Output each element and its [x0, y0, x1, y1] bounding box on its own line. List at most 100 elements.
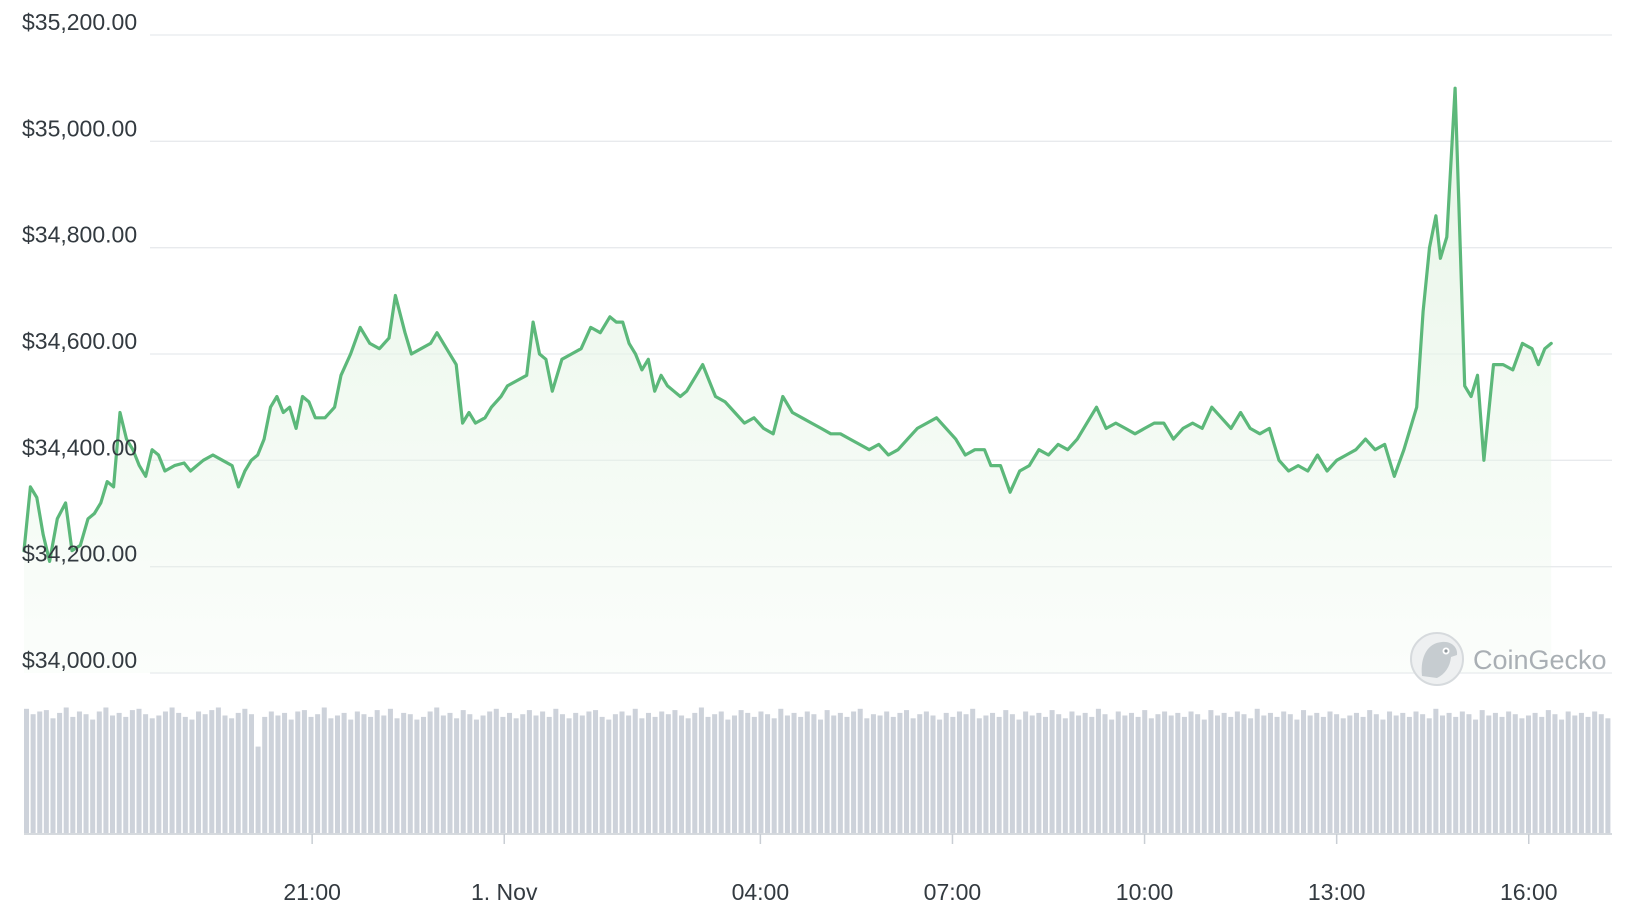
volume-bar [1248, 718, 1254, 834]
volume-bar [1003, 710, 1009, 833]
y-tick-label: $35,200.00 [22, 9, 137, 35]
volume-bar [1122, 715, 1128, 833]
volume-bar [473, 719, 479, 833]
x-axis: 21:00 1. Nov 04:00 07:00 10:00 13:00 16:00 [24, 833, 1612, 905]
volume-bar [877, 715, 883, 833]
x-tick-label: 04:00 [732, 879, 790, 905]
volume-bar [1512, 714, 1518, 833]
volume-bar [593, 710, 599, 833]
volume-bar [1565, 711, 1571, 833]
volume-bar [1380, 719, 1386, 833]
volume-bar [1459, 711, 1465, 833]
volume-bar [1023, 711, 1029, 833]
volume-bar [599, 716, 605, 833]
volume-bar [1585, 716, 1591, 833]
price-line [22, 86, 1553, 563]
volume-bar [579, 715, 585, 833]
volume-bar [1578, 712, 1584, 834]
volume-bar [626, 715, 632, 833]
volume-bar [1274, 716, 1280, 833]
volume-bar [738, 710, 744, 833]
volume-bar [222, 715, 228, 833]
volume-bar [1042, 716, 1048, 833]
volume-bar [712, 714, 718, 833]
volume-bar [513, 718, 519, 834]
volume-bar [1115, 711, 1121, 833]
x-tick-label: 10:00 [1116, 879, 1174, 905]
volume-bar [248, 714, 254, 833]
volume-bar [645, 712, 651, 834]
volume-bar [1281, 711, 1287, 833]
volume-bar [70, 716, 76, 833]
volume-bar [1545, 710, 1551, 833]
volume-bar [745, 712, 751, 834]
volume-bar [904, 710, 910, 833]
volume-bar [37, 711, 43, 833]
volume-bar [1433, 708, 1439, 833]
volume-bar [480, 715, 486, 833]
volume-bar [1076, 715, 1082, 833]
volume-bar [169, 707, 175, 834]
volume-bar [467, 714, 473, 833]
volume-bar [943, 712, 949, 834]
volume-bar [1479, 710, 1485, 833]
volume-bar [1175, 712, 1181, 834]
volume-bar [791, 712, 797, 834]
volume-bar [1301, 710, 1307, 833]
coingecko-watermark: CoinGecko [1410, 632, 1607, 686]
volume-bar [1082, 712, 1088, 834]
volume-bars [24, 707, 1611, 834]
volume-bar [434, 707, 440, 834]
volume-bar [1539, 716, 1545, 833]
price-area [24, 88, 1552, 673]
volume-bar [394, 718, 400, 834]
volume-bar [1056, 714, 1062, 833]
volume-bar [963, 714, 969, 833]
volume-bar [698, 707, 704, 834]
y-tick-label: $34,800.00 [22, 222, 137, 248]
volume-bar [1241, 714, 1247, 833]
volume-bar [1294, 719, 1300, 833]
volume-bar [143, 714, 149, 833]
volume-bar [1453, 716, 1459, 833]
volume-bar [765, 714, 771, 833]
volume-bar [374, 710, 380, 833]
volume-bar [215, 707, 221, 834]
y-tick-label: $35,000.00 [22, 115, 137, 141]
volume-bar [334, 715, 340, 833]
x-tick-label: 1. Nov [471, 879, 538, 905]
volume-bar [123, 716, 129, 833]
volume-bar [1605, 718, 1611, 834]
volume-bar [559, 714, 565, 833]
volume-bar [632, 708, 638, 833]
volume-bar [566, 718, 572, 834]
volume-bar [1089, 716, 1095, 833]
volume-bar [1128, 712, 1134, 834]
volume-bar [970, 708, 976, 833]
volume-bar [811, 714, 817, 833]
volume-bar [202, 714, 208, 833]
y-tick-label: $34,200.00 [22, 541, 137, 567]
volume-bar [910, 718, 916, 834]
volume-bar [1221, 712, 1227, 834]
volume-bar [778, 708, 784, 833]
volume-bar [321, 707, 327, 834]
volume-bar [189, 719, 195, 833]
volume-bar [1254, 708, 1260, 833]
volume-bar [996, 716, 1002, 833]
volume-bar [96, 711, 102, 833]
volume-bar [917, 714, 923, 833]
volume-bar [1215, 715, 1221, 833]
volume-bar [301, 710, 307, 833]
volume-bar [57, 712, 63, 834]
volume-bar [1426, 718, 1432, 834]
volume-bar [235, 712, 241, 834]
y-tick-label: $34,000.00 [22, 647, 137, 673]
volume-bar [1347, 715, 1353, 833]
volume-bar [731, 715, 737, 833]
volume-bar [546, 716, 552, 833]
volume-bar [758, 711, 764, 833]
volume-bar [156, 715, 162, 833]
volume-bar [612, 714, 618, 833]
